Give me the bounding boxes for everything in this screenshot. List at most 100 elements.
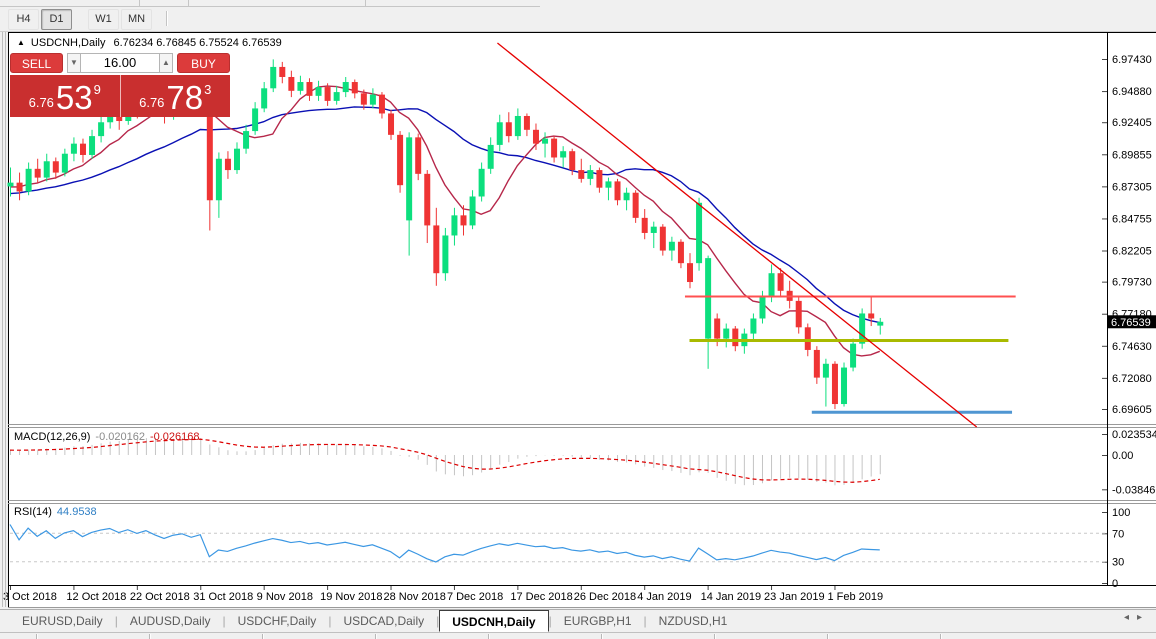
tab-nzdusd-h1[interactable]: NZDUSD,H1 (658, 614, 728, 628)
candle-body (677, 241, 684, 264)
candle-body (406, 137, 413, 221)
candle-body (696, 202, 703, 264)
price-axis-label: 6.89855 (1112, 149, 1152, 161)
buy-price-display[interactable]: 6.76 78 3 (121, 75, 231, 117)
volume-increase-icon[interactable]: ▲ (159, 53, 173, 73)
candle-body (306, 82, 313, 96)
candle-body (469, 196, 476, 226)
sell-price-display[interactable]: 6.76 53 9 (10, 75, 121, 117)
candle-body (759, 295, 766, 319)
tab-scroll-left-icon[interactable]: ◂ (1123, 612, 1137, 623)
price-axis-label: 6.72080 (1112, 373, 1152, 385)
window-left-gutter (0, 32, 8, 607)
tab-scroll-right-icon[interactable]: ▸ (1136, 612, 1150, 623)
rsi-line (9, 524, 880, 563)
tab-usdcad-daily[interactable]: USDCAD,Daily (343, 614, 425, 628)
macd-name: MACD(12,26,9) (14, 431, 91, 443)
tab-separator: | (222, 614, 226, 628)
symbol-tab-bar: EURUSD,Daily | AUDUSD,Daily | USDCHF,Daily | U… (0, 609, 1156, 632)
buy-button[interactable]: BUY (177, 53, 230, 73)
candle-body (224, 158, 231, 171)
tab-eurgbp-h1[interactable]: EURGBP,H1 (563, 614, 632, 628)
candle-body (333, 92, 340, 101)
candle-body (632, 192, 639, 218)
candle-body (768, 273, 775, 296)
price-axis-label: 6.94880 (1112, 86, 1152, 98)
chart-title: ▲ USDCNH,Daily 6.76234 6.76845 6.75524 6.7… (17, 37, 282, 49)
tab-usdchf-daily[interactable]: USDCHF,Daily (237, 614, 317, 628)
candle-body (415, 137, 422, 174)
macd-axis-label: 0.00 (1112, 450, 1133, 462)
tab-scroll-arrows[interactable]: ◂▸ (1124, 612, 1150, 623)
sell-price-sup: 9 (93, 82, 101, 97)
timeframe-button-h4[interactable]: H4 (8, 9, 39, 30)
date-axis-label: 28 Nov 2018 (384, 591, 446, 603)
macd-axis-label: -0.038466 (1112, 484, 1156, 496)
date-axis-label: 3 Oct 2018 (3, 591, 57, 603)
buy-price-big: 78 (166, 79, 204, 116)
volume-input[interactable]: 16.00 (80, 53, 160, 73)
candle-body (777, 273, 784, 291)
status-strip (0, 632, 1156, 639)
tab-usdcnh-daily[interactable]: USDCNH,Daily (439, 610, 549, 632)
price-axis-label: 6.97430 (1112, 54, 1152, 66)
rsi-axis-label: 70 (1112, 528, 1124, 540)
candle-body (877, 321, 884, 326)
timeframe-button-mn[interactable]: MN (121, 9, 152, 30)
date-axis-label: 23 Jan 2019 (764, 591, 825, 603)
date-axis-label: 9 Nov 2018 (257, 591, 313, 603)
candle-body (261, 88, 268, 109)
candle-body (324, 87, 331, 101)
candle-body (378, 94, 385, 114)
candle-body (614, 181, 621, 201)
tab-separator: | (436, 614, 440, 628)
candle-body (623, 192, 630, 201)
price-axis-label: 6.92405 (1112, 117, 1152, 129)
upper-toolbar-sliver (0, 0, 1156, 7)
candle-body (342, 82, 349, 93)
tab-separator: | (643, 614, 647, 628)
timeframe-button-d1[interactable]: D1 (41, 9, 72, 30)
candle-body (587, 170, 594, 179)
candle-body (641, 217, 648, 233)
candle-body (804, 327, 811, 350)
one-click-trading-panel: SELL ▼ 16.00 ▲ BUY 6.76 53 9 6.76 78 3 (10, 53, 230, 117)
date-axis-label: 12 Oct 2018 (66, 591, 126, 603)
collapse-arrow-icon[interactable]: ▲ (17, 38, 25, 47)
candle-body (52, 161, 59, 173)
candle-body (478, 168, 485, 197)
candle-body (234, 148, 240, 171)
tab-eurusd-daily[interactable]: EURUSD,Daily (22, 614, 103, 628)
candle-body (70, 143, 77, 154)
candle-body (315, 87, 322, 96)
candle-body (523, 115, 530, 130)
candle-body (605, 181, 612, 188)
chart-symbol-label: USDCNH,Daily (30, 37, 106, 49)
candle-body (7, 182, 14, 187)
date-axis-label: 17 Dec 2018 (510, 591, 572, 603)
candle-body (451, 215, 458, 236)
candle-body (61, 153, 68, 173)
candle-body (270, 66, 277, 89)
candle-body (98, 122, 105, 137)
sell-button[interactable]: SELL (10, 53, 63, 73)
candle-body (34, 168, 41, 178)
candle-body (668, 241, 675, 251)
ma-fast-line (10, 85, 881, 357)
candle-body (786, 290, 793, 301)
price-axis-label: 6.87305 (1112, 181, 1152, 193)
candle-body (532, 129, 539, 144)
candle-body (822, 363, 829, 378)
candle-body (850, 343, 857, 368)
volume-decrease-icon[interactable]: ▼ (67, 53, 81, 73)
candle-body (43, 161, 50, 178)
timeframe-button-w1[interactable]: W1 (88, 9, 119, 30)
date-axis-label: 1 Feb 2019 (827, 591, 883, 603)
rsi-name: RSI(14) (14, 506, 52, 518)
tab-audusd-daily[interactable]: AUDUSD,Daily (129, 614, 211, 628)
date-axis-label: 4 Jan 2019 (637, 591, 691, 603)
candle-body (569, 151, 576, 171)
candle-body (279, 66, 286, 77)
candle-body (859, 313, 866, 344)
